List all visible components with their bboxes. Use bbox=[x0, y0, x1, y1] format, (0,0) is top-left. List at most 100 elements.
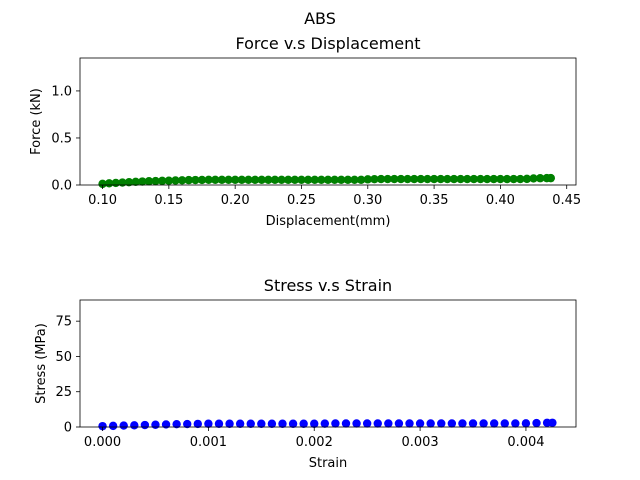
chart-title: Force v.s Displacement bbox=[235, 34, 420, 53]
data-point bbox=[323, 175, 333, 185]
data-point bbox=[489, 174, 498, 184]
x-tick-label: 0.30 bbox=[353, 193, 382, 208]
y-axis-label: Stress (MPa) bbox=[34, 323, 49, 404]
data-point bbox=[171, 176, 180, 185]
data-point bbox=[264, 175, 273, 185]
data-point bbox=[108, 421, 118, 431]
data-point bbox=[224, 175, 233, 185]
plot-stress-strain: Stress v.s Strain 0.000 0.001 0.002 0.003 0.0… bbox=[34, 276, 577, 471]
data-point bbox=[405, 419, 414, 428]
data-point bbox=[511, 419, 520, 428]
data-point bbox=[426, 419, 435, 428]
data-point bbox=[456, 174, 465, 184]
data-point bbox=[151, 176, 160, 186]
data-point bbox=[410, 174, 419, 184]
data-point bbox=[144, 177, 154, 186]
data-point bbox=[330, 175, 339, 185]
data-point bbox=[479, 419, 488, 428]
data-point bbox=[496, 174, 505, 184]
data-point bbox=[532, 418, 541, 428]
data-point bbox=[331, 419, 340, 428]
data-point bbox=[458, 419, 467, 428]
data-point bbox=[317, 175, 326, 185]
data-point bbox=[423, 174, 432, 184]
data-point bbox=[197, 175, 207, 185]
x-tick-label: 0.002 bbox=[296, 435, 333, 450]
y-tick-label: 25 bbox=[55, 385, 72, 400]
data-point bbox=[217, 175, 227, 185]
data-point bbox=[297, 175, 306, 185]
data-point bbox=[204, 175, 213, 185]
data-point bbox=[158, 176, 167, 186]
data-point bbox=[352, 419, 361, 428]
data-point bbox=[521, 419, 531, 428]
x-tick-label: 0.35 bbox=[420, 193, 449, 208]
data-point bbox=[482, 174, 492, 184]
x-tick-label: 0.40 bbox=[486, 193, 515, 208]
data-point bbox=[529, 174, 538, 183]
data-point bbox=[443, 174, 452, 184]
data-point bbox=[396, 174, 406, 184]
data-point bbox=[124, 177, 134, 187]
data-point bbox=[177, 176, 187, 185]
data-point bbox=[343, 175, 353, 185]
y-tick-label: 1.0 bbox=[51, 84, 72, 99]
data-point bbox=[303, 175, 313, 185]
data-point bbox=[104, 179, 114, 188]
data-point bbox=[548, 418, 557, 427]
data-point bbox=[394, 419, 404, 428]
x-tick-label: 0.004 bbox=[507, 435, 544, 450]
x-tick-label: 0.10 bbox=[88, 193, 117, 208]
data-point bbox=[373, 419, 382, 428]
data-point bbox=[237, 175, 246, 185]
data-point bbox=[350, 175, 359, 185]
data-point bbox=[320, 419, 330, 428]
data-point bbox=[376, 174, 386, 184]
data-point bbox=[403, 174, 412, 184]
data-point bbox=[310, 419, 319, 428]
data-point bbox=[463, 174, 472, 184]
data-point bbox=[500, 419, 509, 428]
data-point bbox=[489, 419, 499, 428]
data-point bbox=[250, 175, 260, 185]
data-point bbox=[337, 175, 346, 185]
x-axis-label: Strain bbox=[309, 456, 348, 471]
data-point bbox=[362, 419, 372, 428]
data-point bbox=[214, 419, 224, 428]
data-point bbox=[184, 175, 193, 185]
chart-title: Stress v.s Strain bbox=[264, 276, 392, 295]
data-point bbox=[172, 419, 181, 429]
data-point bbox=[246, 419, 255, 428]
x-tick-label: 0.001 bbox=[190, 435, 227, 450]
data-point bbox=[211, 175, 220, 185]
data-point bbox=[270, 175, 280, 185]
data-point bbox=[98, 421, 107, 431]
data-point bbox=[390, 174, 399, 184]
x-tick-label: 0.45 bbox=[552, 193, 581, 208]
data-point bbox=[235, 419, 245, 428]
data-point bbox=[257, 419, 266, 428]
data-point bbox=[509, 174, 518, 184]
data-point bbox=[183, 419, 192, 429]
y-tick-label: 0.5 bbox=[51, 131, 72, 146]
data-point bbox=[516, 174, 525, 184]
data-point bbox=[130, 421, 139, 430]
data-point bbox=[449, 174, 459, 184]
x-tick-label: 0.15 bbox=[154, 193, 183, 208]
data-point bbox=[204, 419, 213, 428]
data-point bbox=[138, 177, 147, 186]
data-point bbox=[383, 174, 392, 184]
x-tick-label: 0.003 bbox=[401, 435, 438, 450]
data-point bbox=[535, 174, 545, 183]
data-point bbox=[299, 419, 308, 428]
y-axis-label: Force (kN) bbox=[29, 88, 44, 155]
x-tick-label: 0.25 bbox=[287, 193, 316, 208]
data-point bbox=[437, 419, 446, 428]
data-point bbox=[288, 419, 298, 428]
data-point bbox=[356, 175, 366, 185]
data-point bbox=[436, 174, 445, 184]
data-point bbox=[384, 419, 393, 428]
data-point bbox=[416, 174, 426, 184]
data-point bbox=[161, 420, 171, 429]
